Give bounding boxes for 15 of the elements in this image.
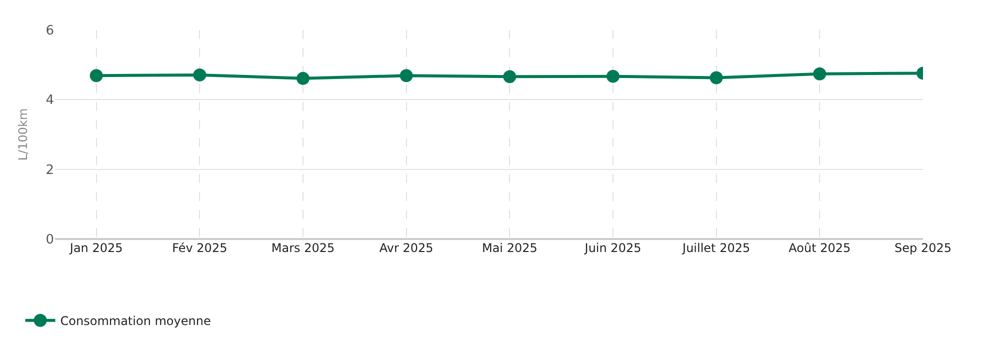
x-tick-label: Juin 2025 [584, 241, 642, 255]
x-tick-label: Juillet 2025 [682, 241, 750, 255]
x-tick-label: Août 2025 [788, 241, 851, 255]
y-tick-label: 6 [46, 24, 54, 39]
x-tick-label: Mai 2025 [482, 241, 538, 255]
y-tick-label: 0 [46, 232, 54, 248]
y-tick-label: 4 [46, 93, 54, 108]
y-axis-title: L/100km [16, 108, 30, 161]
x-tick-label: Fév 2025 [172, 241, 228, 255]
x-tick-label: Mars 2025 [271, 241, 335, 255]
x-tick-label: Sep 2025 [894, 241, 952, 255]
x-tick-label: Avr 2025 [379, 241, 434, 255]
y-tick-label: 2 [46, 162, 54, 178]
legend-label: Consommation moyenne [60, 314, 211, 328]
x-tick-label: Jan 2025 [68, 241, 123, 255]
